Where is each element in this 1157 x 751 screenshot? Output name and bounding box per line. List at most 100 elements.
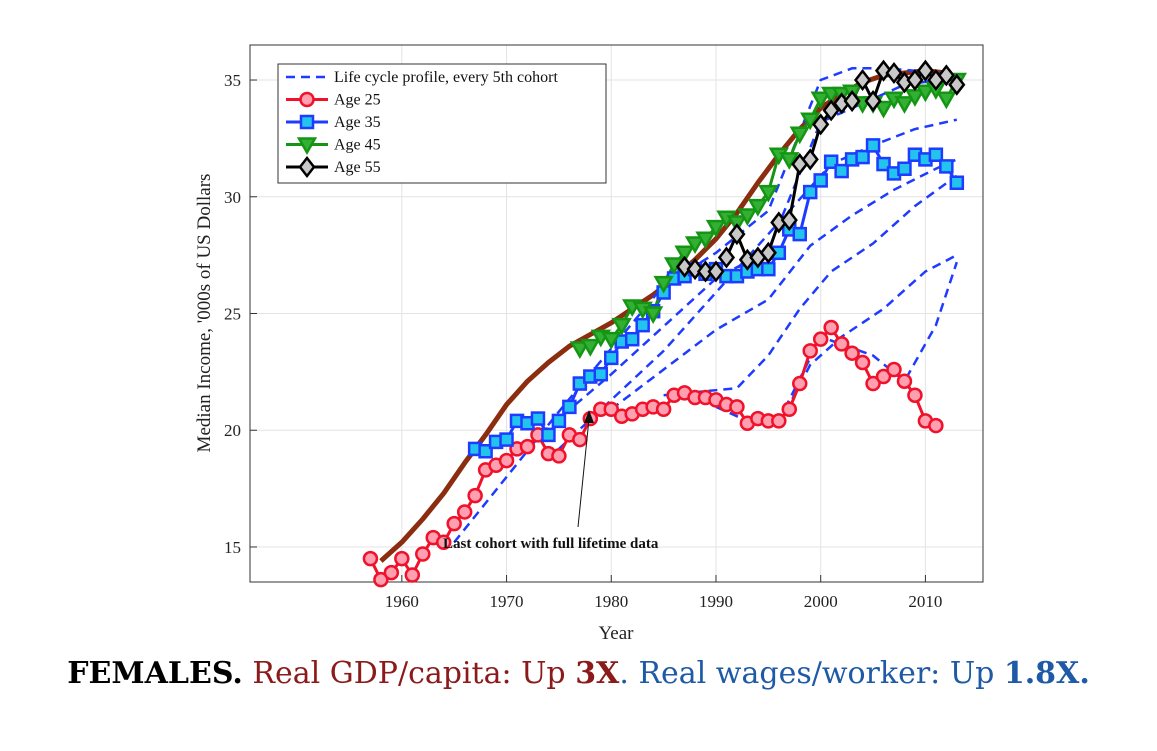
age-25-marker xyxy=(928,417,944,434)
age-35-marker xyxy=(499,432,514,447)
age-35-marker xyxy=(551,413,567,429)
age-35-marker xyxy=(865,138,881,153)
age-45-marker xyxy=(789,126,810,145)
age-25-marker xyxy=(603,401,620,417)
age-25-marker xyxy=(446,515,462,532)
age-25-marker xyxy=(383,564,400,581)
x-tick-label: 1990 xyxy=(699,592,733,611)
age-35-marker xyxy=(635,317,650,333)
age-55-marker xyxy=(717,246,736,269)
age-35-marker xyxy=(530,411,546,426)
age-25-marker xyxy=(886,361,902,378)
life-cycle-line xyxy=(715,253,958,425)
age-55-marker xyxy=(780,209,798,232)
age-25-marker xyxy=(498,452,515,469)
age-45-marker xyxy=(915,84,936,103)
age-35-marker xyxy=(949,175,965,191)
age-45-marker xyxy=(705,219,727,238)
y-tick-label: 35 xyxy=(224,71,241,90)
y-tick-label: 15 xyxy=(224,538,241,557)
age-55-marker xyxy=(885,61,903,85)
age-55-marker xyxy=(864,89,882,113)
age-25-marker xyxy=(435,534,452,551)
age-45-marker xyxy=(653,275,674,294)
income-chart: 1960 1970 1980 1990 2000 2010 15 20 25 30 35 Last… xyxy=(194,44,984,644)
age-55-marker xyxy=(843,89,861,113)
age-45-marker xyxy=(580,338,601,357)
age-35-marker xyxy=(761,261,776,277)
age-55-marker xyxy=(874,59,893,82)
age-35-marker xyxy=(478,444,493,459)
age-35-marker xyxy=(624,331,640,347)
age-45-marker xyxy=(758,184,779,203)
y-tick-label: 25 xyxy=(224,305,241,324)
age-55-marker xyxy=(948,73,966,96)
life-cycle-line xyxy=(610,158,958,411)
legend-label-life-cycle: Life cycle profile, every 5th cohort xyxy=(334,69,558,86)
age-25-marker xyxy=(467,487,483,504)
annotation-arrow xyxy=(577,418,590,528)
age-55-marker xyxy=(728,223,746,246)
age-45-marker xyxy=(601,331,622,350)
age-55-marker xyxy=(707,260,725,283)
age-35-marker xyxy=(792,226,807,242)
age-25-marker xyxy=(907,387,923,403)
age-35-marker xyxy=(562,399,577,415)
age-35-marker xyxy=(802,184,818,200)
age-35-marker xyxy=(897,161,912,176)
age-35-marker xyxy=(939,159,954,174)
age-55-marker xyxy=(801,148,819,171)
age-25-marker xyxy=(823,319,839,336)
age-45-marker xyxy=(873,100,894,119)
legend: Life cycle profile, every 5th cohort Age … xyxy=(277,63,607,184)
caption-gdp-value: 3X xyxy=(575,656,620,691)
x-tick-label: 1970 xyxy=(490,592,524,611)
age-25-marker xyxy=(833,336,850,352)
age-55-marker xyxy=(686,258,704,281)
age-45-marker xyxy=(747,198,769,217)
age-25-marker xyxy=(362,550,379,567)
age-45-marker xyxy=(569,341,591,360)
legend-marker-age-55 xyxy=(298,155,316,179)
age-25-marker xyxy=(655,401,672,417)
legend-label-age-55: Age 55 xyxy=(334,159,381,176)
y-tick-label: 20 xyxy=(224,421,241,440)
age-35-marker xyxy=(876,156,891,172)
age-25-marker xyxy=(415,546,431,562)
age-55-marker xyxy=(759,241,777,264)
age-25-marker xyxy=(875,368,892,385)
x-tick-label: 1960 xyxy=(385,592,419,611)
age-25-marker xyxy=(865,375,881,392)
age-25-marker xyxy=(771,413,787,429)
age-35-marker xyxy=(928,147,944,162)
age-25-marker xyxy=(729,399,745,415)
x-axis-ticks: 1960 1970 1980 1990 2000 2010 xyxy=(385,575,942,611)
legend-marker-age-25 xyxy=(299,91,315,108)
age-45-marker xyxy=(810,91,831,110)
caption-separator: . xyxy=(619,656,629,691)
age-35-marker xyxy=(823,154,839,169)
age-55-marker xyxy=(853,68,872,92)
caption-wage-text: Real wages/worker: Up xyxy=(638,656,995,691)
caption: FEMALES. Real GDP/capita: Up 3X. Real wa… xyxy=(0,656,1157,691)
legend-label-age-45: Age 45 xyxy=(334,137,381,154)
age-45-marker xyxy=(642,306,664,325)
legend-marker-age-35 xyxy=(299,114,315,130)
age-25-marker xyxy=(456,504,473,520)
age-35-marker xyxy=(834,163,849,179)
age-25-marker xyxy=(572,431,588,448)
age-25-marker xyxy=(844,345,860,361)
legend-label-age-35: Age 35 xyxy=(334,114,381,131)
age-35-marker xyxy=(541,427,556,443)
age-25-marker xyxy=(394,550,410,567)
y-tick-label: 30 xyxy=(224,188,241,207)
annotation: Last cohort with full lifetime data xyxy=(443,410,659,552)
age-45-marker xyxy=(737,208,758,226)
age-45-marker xyxy=(611,317,632,336)
legend-box xyxy=(277,63,607,184)
y-axis-title: Median Income, '000s of US Dollars xyxy=(194,174,215,453)
age-55-marker xyxy=(822,99,840,122)
caption-gdp-text: Real GDP/capita: Up xyxy=(252,656,566,691)
age-55-marker xyxy=(675,255,694,278)
age-25-marker xyxy=(792,375,808,392)
